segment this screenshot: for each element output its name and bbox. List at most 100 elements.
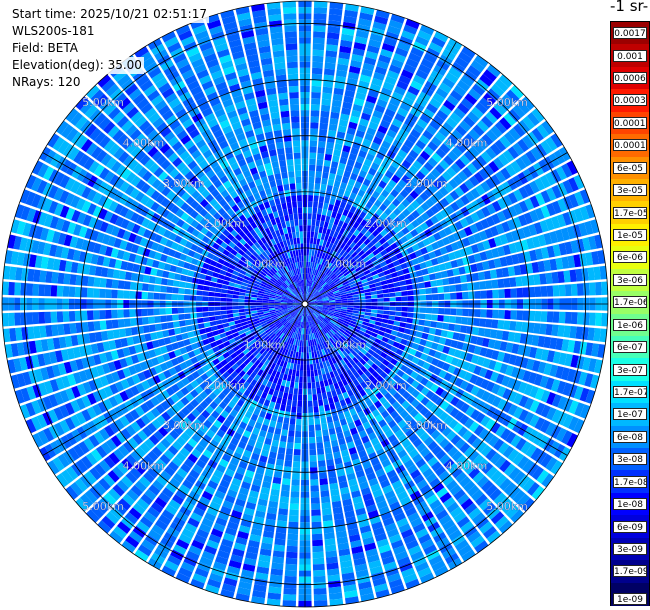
beta-gate-cell (436, 279, 444, 286)
beta-gate-cell (375, 317, 383, 323)
beta-gate-cell (333, 292, 340, 296)
beta-gate-cell (309, 262, 313, 269)
beta-gate-cell (261, 281, 268, 286)
beta-gate-cell (238, 525, 251, 534)
beta-gate-cell (524, 198, 535, 211)
beta-gate-cell (377, 294, 384, 298)
beta-gate-cell (367, 348, 375, 356)
beta-gate-cell (551, 216, 561, 229)
beta-gate-cell (321, 293, 328, 297)
beta-gate-cell (383, 37, 397, 47)
beta-gate-cell (363, 318, 370, 323)
beta-gate-cell (442, 121, 454, 133)
beta-gate-cell (398, 434, 408, 444)
beta-gate-cell (315, 269, 319, 276)
beta-gate-cell (507, 266, 516, 277)
beta-gate-cell (464, 463, 476, 475)
beta-gate-cell (338, 119, 349, 127)
beta-gate-cell (287, 316, 293, 322)
beta-gate-cell (505, 365, 514, 376)
beta-gate-cell (325, 372, 331, 380)
beta-gate-cell (350, 172, 358, 181)
beta-gate-cell (309, 287, 313, 293)
beta-gate-cell (329, 598, 344, 606)
beta-gate-cell (391, 91, 404, 102)
beta-gate-cell (388, 379, 397, 388)
beta-gate-cell (320, 417, 327, 425)
beta-gate-cell (126, 336, 134, 346)
beta-gate-cell (250, 308, 257, 311)
beta-gate-cell (355, 469, 365, 479)
beta-gate-cell (208, 265, 216, 272)
beta-gate-cell (223, 340, 231, 347)
beta-gate-cell (468, 309, 475, 317)
beta-gate-cell (324, 538, 336, 546)
beta-gate-cell (503, 113, 517, 126)
beta-gate-cell (352, 379, 360, 387)
beta-gate-cell (176, 380, 185, 390)
beta-gate-cell (368, 382, 376, 391)
beta-gate-cell (353, 557, 367, 566)
beta-gate-cell (52, 258, 61, 271)
beta-gate-cell (120, 379, 130, 390)
beta-gate-cell (411, 423, 422, 433)
beta-gate-cell (472, 454, 485, 466)
beta-gate-cell (264, 469, 274, 477)
beta-gate-cell (521, 275, 529, 286)
beta-gate-cell (338, 548, 351, 557)
beta-gate-cell (479, 498, 492, 511)
beta-gate-cell (274, 402, 281, 410)
beta-gate-cell (334, 309, 341, 313)
beta-gate-cell (589, 282, 596, 296)
beta-gate-cell (423, 489, 435, 500)
beta-gate-cell (130, 354, 140, 364)
beta-gate-cell (329, 433, 337, 441)
beta-gate-cell (320, 214, 326, 222)
beta-gate-cell (22, 371, 32, 386)
beta-gate-cell (353, 308, 360, 311)
beta-gate-cell (507, 192, 518, 204)
beta-gate-cell (381, 175, 391, 184)
beta-gate-cell (306, 243, 310, 250)
beta-gate-cell (185, 255, 193, 264)
beta-gate-cell (292, 304, 299, 306)
beta-gate-cell (382, 484, 393, 494)
beta-gate-cell (301, 346, 304, 353)
beta-gate-cell (46, 338, 55, 351)
beta-gate-cell (387, 238, 395, 246)
beta-gate-cell (356, 376, 364, 384)
beta-gate-cell (376, 500, 388, 510)
beta-gate-cell (306, 292, 309, 299)
beta-gate-cell (332, 342, 338, 349)
beta-gate-cell (252, 288, 259, 293)
beta-gate-cell (195, 404, 205, 414)
beta-gate-cell (365, 50, 378, 60)
beta-gate-cell (353, 42, 367, 51)
beta-gate-cell (360, 373, 368, 381)
beta-gate-cell (319, 362, 324, 369)
beta-gate-cell (315, 293, 321, 298)
beta-gate-cell (463, 70, 478, 83)
beta-gate-cell (168, 248, 176, 257)
beta-gate-cell (275, 309, 282, 313)
beta-gate-cell (316, 305, 323, 308)
beta-gate-cell (215, 283, 223, 289)
beta-gate-cell (70, 335, 79, 347)
beta-gate-cell (301, 322, 304, 329)
beta-gate-cell (248, 322, 255, 327)
beta-gate-cell (516, 100, 530, 115)
beta-gate-cell (334, 199, 341, 207)
beta-gate-cell (563, 270, 571, 283)
beta-gate-cell (256, 305, 263, 308)
beta-gate-cell (19, 237, 28, 251)
beta-gate-cell (262, 298, 269, 301)
beta-gate-cell (160, 322, 168, 330)
beta-gate-cell (228, 359, 236, 367)
beta-gate-cell (232, 345, 240, 352)
beta-gate-cell (123, 281, 131, 290)
beta-gate-cell (343, 429, 351, 438)
beta-gate-cell (357, 189, 366, 198)
beta-gate-cell (383, 293, 390, 298)
beta-gate-cell (267, 354, 274, 361)
beta-gate-cell (512, 216, 522, 229)
